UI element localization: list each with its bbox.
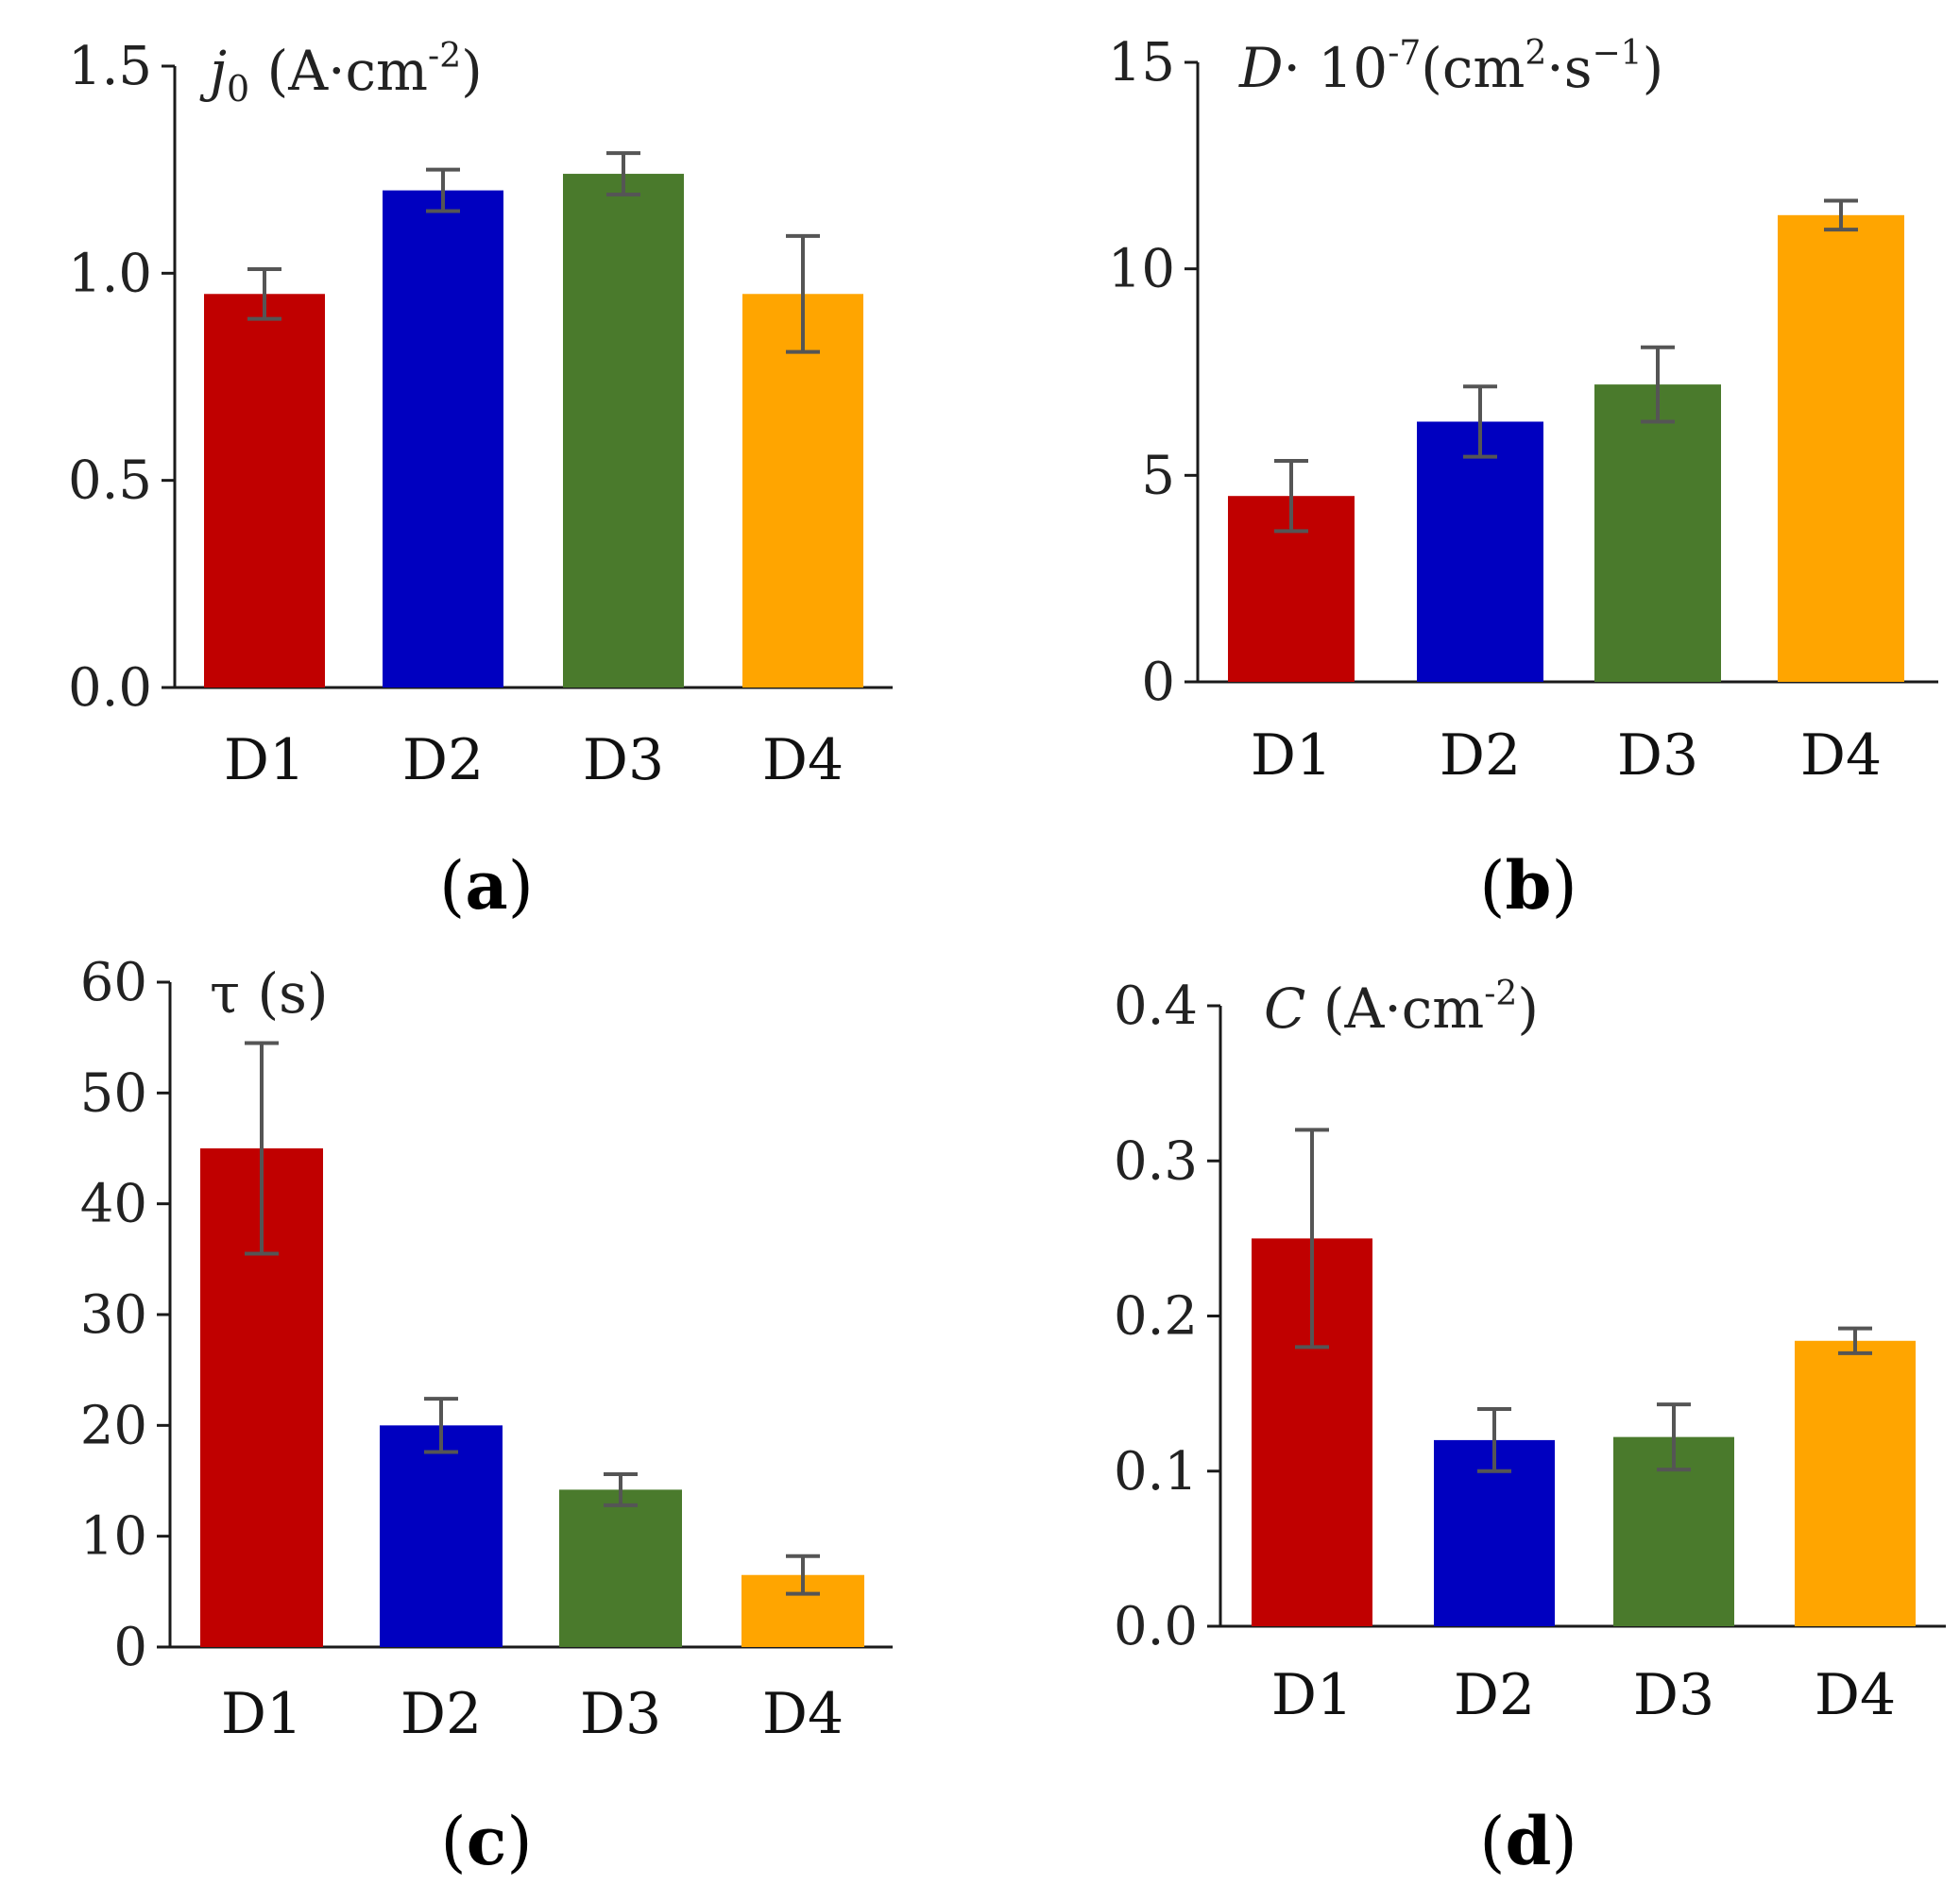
panel-b-error-bar-d3 — [1641, 345, 1675, 424]
panel-c-bar-d3 — [559, 1489, 682, 1647]
panel-a-category-label: D2 — [402, 727, 484, 793]
panel-d-ytick-label: 0.0 — [1114, 1596, 1198, 1657]
panel-c-ytick-label: 40 — [80, 1174, 147, 1235]
panel-d-category-label: D2 — [1454, 1662, 1535, 1728]
panel-b-category-label: D2 — [1440, 722, 1521, 789]
panel-c-ytick-label: 50 — [80, 1062, 147, 1124]
panel-c-label: (c) — [440, 1802, 532, 1880]
panel-c-ytick-label: 30 — [80, 1284, 147, 1346]
panel-a-chart: j0 (A·cm-2) (a) 0.0 0.5 1.0 1.5 D1 D2 D3 D4 — [68, 36, 893, 925]
panel-b-bar-d2 — [1417, 421, 1543, 682]
panel-a-category-label: D1 — [224, 727, 305, 793]
panel-b-ytick-label: 5 — [1141, 445, 1175, 506]
panel-d-ytick-label: 0.3 — [1114, 1130, 1198, 1192]
panel-c-category-label: D1 — [221, 1681, 302, 1747]
panel-b-ytick-label: 0 — [1141, 652, 1175, 713]
panel-c-error-bar-d1 — [245, 1041, 279, 1256]
panel-a-ytick-label: 1.0 — [68, 243, 152, 304]
panel-c-error-bar-d3 — [604, 1471, 638, 1507]
panel-b-error-bar-d1 — [1274, 459, 1308, 534]
panel-a-label: (a) — [439, 846, 534, 925]
panel-b-ytick-label: 15 — [1108, 32, 1175, 93]
panel-a-error-bar-d4 — [786, 233, 820, 354]
panel-d-ytick-label: 0.2 — [1114, 1286, 1198, 1348]
panel-b-axis-title: D· 10-7(cm2·s−1) — [1238, 34, 1663, 100]
panel-c-chart: τ (s) (c) 0 10 20 30 40 50 60 D1 D2 D3 D4 — [80, 952, 893, 1880]
panel-b-ytick-label: 10 — [1108, 239, 1175, 300]
panel-b-error-bar-d2 — [1463, 384, 1497, 459]
panel-d-ytick-label: 0.1 — [1114, 1441, 1198, 1503]
panel-d-chart: C (A·cm-2) (d) 0.0 0.1 0.2 0.3 0.4 D1 D2 D3 D4 — [1114, 975, 1946, 1880]
panel-b-error-bar-d4 — [1824, 198, 1858, 232]
panel-d-category-label: D3 — [1633, 1662, 1714, 1728]
panel-b-label: (b) — [1479, 846, 1577, 925]
panel-d-bar-d4 — [1795, 1340, 1916, 1626]
panel-d-error-bar-d1 — [1295, 1128, 1329, 1350]
panel-c-category-label: D3 — [580, 1681, 661, 1747]
panel-b-category-label: D1 — [1251, 722, 1332, 789]
panel-d-error-bar-d4 — [1838, 1326, 1872, 1355]
panel-c-ytick-label: 0 — [113, 1617, 147, 1678]
panel-c-category-label: D2 — [401, 1681, 482, 1747]
panel-a-error-bar-d3 — [606, 151, 640, 196]
panel-a-category-label: D4 — [762, 727, 844, 793]
panel-d-category-label: D1 — [1271, 1662, 1353, 1728]
panel-a-category-label: D3 — [583, 727, 664, 793]
panel-d-ytick-label: 0.4 — [1114, 976, 1198, 1037]
panel-d-axis-title: C (A·cm-2) — [1264, 975, 1539, 1041]
panel-a-bar-d4 — [742, 294, 863, 688]
panel-c-ytick-label: 60 — [80, 952, 147, 1013]
panel-d-error-bar-d2 — [1477, 1407, 1511, 1473]
panel-a-error-bar-d2 — [426, 167, 460, 213]
panel-a-ytick-label: 1.5 — [68, 36, 152, 97]
panel-d-category-label: D4 — [1815, 1662, 1896, 1728]
panel-c-bar-d2 — [380, 1425, 503, 1647]
panel-d-label: (d) — [1479, 1802, 1577, 1880]
panel-c-ytick-label: 20 — [80, 1395, 147, 1456]
panel-b-category-label: D4 — [1800, 722, 1882, 789]
panel-a-bar-d3 — [563, 174, 684, 688]
panel-b-chart: D· 10-7(cm2·s−1) (b) 0 5 10 15 D1 D2 D3 D4 — [1108, 32, 1938, 925]
panel-a-error-bar-d1 — [247, 266, 281, 321]
panel-c-axis-title: τ (s) — [210, 961, 329, 1026]
panel-c-ytick-label: 10 — [80, 1506, 147, 1568]
panel-a-ytick-label: 0.0 — [68, 657, 152, 719]
panel-b-bar-d4 — [1778, 214, 1904, 682]
panel-b-bar-d3 — [1594, 384, 1721, 682]
panel-c-category-label: D4 — [762, 1681, 844, 1747]
panel-a-axis-title: j0 (A·cm-2) — [199, 37, 483, 110]
panel-b-category-label: D3 — [1617, 722, 1698, 789]
panel-c-error-bar-d2 — [424, 1397, 458, 1454]
panel-a-bar-d1 — [204, 294, 325, 688]
panel-a-bar-d2 — [383, 190, 503, 688]
panel-c-error-bar-d4 — [786, 1554, 820, 1596]
panel-a-ytick-label: 0.5 — [68, 450, 152, 512]
panel-d-error-bar-d3 — [1657, 1402, 1691, 1472]
